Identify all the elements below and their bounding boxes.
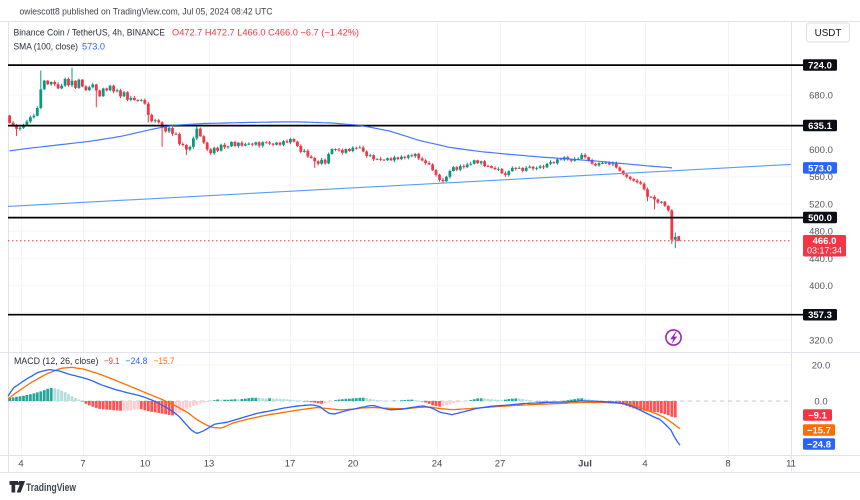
svg-text:520.0: 520.0 xyxy=(809,199,833,210)
svg-text:17: 17 xyxy=(285,459,296,470)
svg-text:20: 20 xyxy=(348,459,359,470)
svg-text:680.0: 680.0 xyxy=(809,90,833,101)
svg-text:Binance Coin / TetherUS, 4h, B: Binance Coin / TetherUS, 4h, BINANCE xyxy=(14,28,166,39)
svg-text:03:17:34: 03:17:34 xyxy=(807,246,842,256)
svg-text:573.0: 573.0 xyxy=(82,42,105,53)
svg-text:635.1: 635.1 xyxy=(808,121,832,132)
svg-text:480.0: 480.0 xyxy=(809,227,833,238)
svg-text:400.0: 400.0 xyxy=(809,281,833,292)
svg-text:466.0: 466.0 xyxy=(813,236,837,247)
svg-text:−9.1: −9.1 xyxy=(104,356,120,367)
svg-text:7: 7 xyxy=(80,459,85,470)
svg-text:20.0: 20.0 xyxy=(812,360,831,371)
svg-text:MACD (12, 26, close): MACD (12, 26, close) xyxy=(14,356,99,367)
svg-text:24: 24 xyxy=(432,459,443,470)
svg-text:−24.8: −24.8 xyxy=(126,356,148,367)
svg-text:573.0: 573.0 xyxy=(808,163,832,174)
svg-text:−24.8: −24.8 xyxy=(807,439,831,450)
svg-text:11: 11 xyxy=(786,459,796,470)
svg-text:USDT: USDT xyxy=(815,28,842,39)
svg-text:560.0: 560.0 xyxy=(809,172,833,183)
svg-text:−9.1: −9.1 xyxy=(808,410,827,421)
svg-text:8: 8 xyxy=(725,459,730,470)
svg-text:27: 27 xyxy=(495,459,506,470)
svg-text:0.0: 0.0 xyxy=(814,396,827,407)
svg-text:TradingView: TradingView xyxy=(26,482,76,494)
svg-text:O472.7 H472.7 L466.0 C466.0 −6: O472.7 H472.7 L466.0 C466.0 −6.7 (−1.42%… xyxy=(172,28,359,39)
svg-text:10: 10 xyxy=(140,459,151,470)
svg-text:−15.7: −15.7 xyxy=(807,425,831,436)
svg-text:owiescott8 published on Tradin: owiescott8 published on TradingView.com,… xyxy=(20,7,273,18)
svg-text:440.0: 440.0 xyxy=(809,254,833,265)
svg-text:357.3: 357.3 xyxy=(808,310,832,321)
svg-text:4: 4 xyxy=(18,459,23,470)
svg-text:500.0: 500.0 xyxy=(808,213,832,224)
svg-text:4: 4 xyxy=(642,459,647,470)
svg-text:SMA (100, close): SMA (100, close) xyxy=(14,42,79,53)
svg-text:Jul: Jul xyxy=(578,459,592,470)
svg-text:−15.7: −15.7 xyxy=(154,356,175,367)
svg-text:13: 13 xyxy=(204,459,215,470)
svg-text:724.0: 724.0 xyxy=(808,61,832,72)
svg-text:320.0: 320.0 xyxy=(809,336,833,347)
svg-text:600.0: 600.0 xyxy=(809,145,833,156)
